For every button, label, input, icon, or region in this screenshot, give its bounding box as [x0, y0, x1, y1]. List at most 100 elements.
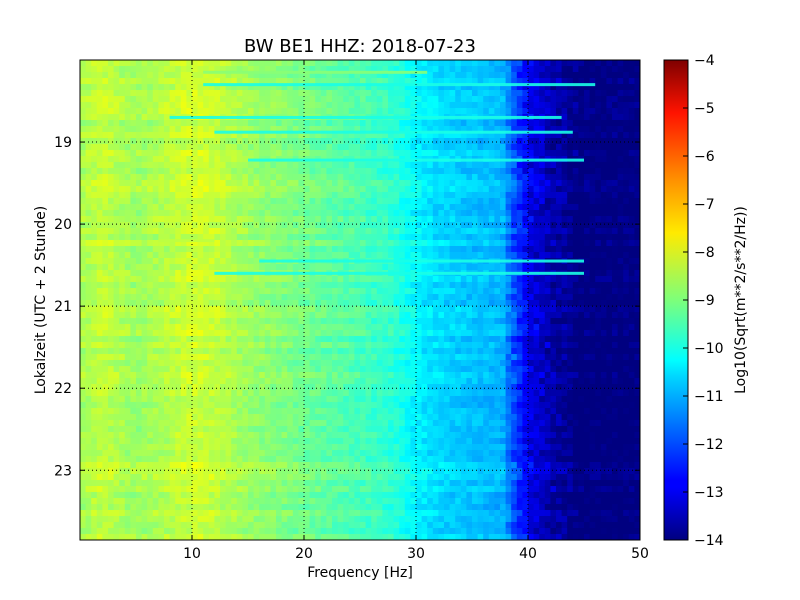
heatmap-cell: [242, 228, 249, 235]
heatmap-cell: [634, 210, 640, 217]
heatmap-cell: [612, 84, 619, 91]
heatmap-cell: [494, 342, 501, 349]
heatmap-cell: [522, 192, 529, 199]
heatmap-cell: [628, 336, 635, 343]
heatmap-cell: [264, 324, 271, 331]
heatmap-cell: [164, 192, 171, 199]
heatmap-cell: [91, 288, 98, 295]
heatmap-cell: [315, 174, 322, 181]
heatmap-cell: [449, 72, 456, 79]
heatmap-cell: [617, 234, 624, 241]
heatmap-cell: [477, 246, 484, 253]
heatmap-cell: [270, 108, 277, 115]
heatmap-cell: [365, 174, 372, 181]
heatmap-cell: [164, 300, 171, 307]
heatmap-cell: [382, 204, 389, 211]
heatmap-cell: [102, 66, 109, 73]
heatmap-cell: [617, 66, 624, 73]
heatmap-cell: [544, 126, 551, 133]
heatmap-cell: [427, 348, 434, 355]
heatmap-cell: [460, 294, 467, 301]
heatmap-cell: [192, 222, 199, 229]
heatmap-cell: [343, 120, 350, 127]
heatmap-cell: [315, 222, 322, 229]
heatmap-cell: [522, 336, 529, 343]
heatmap-cell: [376, 144, 383, 151]
heatmap-cell: [483, 294, 490, 301]
heatmap-cell: [113, 90, 120, 97]
heatmap-cell: [208, 270, 215, 277]
heatmap-cell: [533, 84, 540, 91]
heatmap-cell: [147, 84, 154, 91]
heatmap-cell: [158, 222, 165, 229]
heatmap-cell: [606, 108, 613, 115]
heatmap-cell: [365, 84, 372, 91]
heatmap-cell: [108, 114, 115, 121]
heatmap-cell: [427, 84, 434, 91]
heatmap-cell: [393, 306, 400, 313]
heatmap-cell: [365, 102, 372, 109]
heatmap-cell: [253, 108, 260, 115]
heatmap-cell: [561, 264, 568, 271]
heatmap-cell: [371, 60, 378, 67]
heatmap-cell: [124, 114, 131, 121]
heatmap-cell: [416, 66, 423, 73]
heatmap-cell: [516, 138, 523, 145]
heatmap-cell: [298, 96, 305, 103]
heatmap-cell: [220, 336, 227, 343]
heatmap-cell: [113, 102, 120, 109]
heatmap-cell: [494, 318, 501, 325]
heatmap-cell: [376, 120, 383, 127]
heatmap-cell: [85, 258, 92, 265]
heatmap-cell: [208, 102, 215, 109]
heatmap-cell: [449, 240, 456, 247]
heatmap-cell: [287, 324, 294, 331]
heatmap-cell: [483, 234, 490, 241]
heatmap-cell: [550, 294, 557, 301]
heatmap-cell: [460, 210, 467, 217]
heatmap-cell: [393, 204, 400, 211]
heatmap-cell: [147, 66, 154, 73]
heatmap-cell: [264, 276, 271, 283]
heatmap-cell: [623, 264, 630, 271]
heatmap-cell: [332, 228, 339, 235]
heatmap-cell: [561, 174, 568, 181]
heatmap-cell: [500, 276, 507, 283]
heatmap-cell: [511, 294, 518, 301]
heatmap-cell: [96, 258, 103, 265]
heatmap-cell: [488, 180, 495, 187]
heatmap-cell: [231, 66, 238, 73]
heatmap-cell: [337, 90, 344, 97]
heatmap-cell: [595, 204, 602, 211]
heatmap-cell: [203, 150, 210, 157]
heatmap-cell: [522, 126, 529, 133]
heatmap-cell: [337, 312, 344, 319]
heatmap-cell: [225, 204, 232, 211]
heatmap-cell: [589, 126, 596, 133]
heatmap-cell: [617, 144, 624, 151]
heatmap-cell: [589, 336, 596, 343]
heatmap-cell: [572, 144, 579, 151]
heatmap-cell: [460, 264, 467, 271]
heatmap-cell: [371, 174, 378, 181]
heatmap-cell: [556, 294, 563, 301]
heatmap-cell: [634, 102, 640, 109]
heatmap-cell: [287, 216, 294, 223]
heatmap-cell: [119, 210, 126, 217]
heatmap-cell: [494, 138, 501, 145]
heatmap-cell: [152, 324, 159, 331]
heatmap-cell: [203, 234, 210, 241]
heatmap-cell: [96, 84, 103, 91]
heatmap-cell: [164, 228, 171, 235]
heatmap-cell: [326, 96, 333, 103]
heatmap-cell: [444, 186, 451, 193]
heatmap-cell: [427, 228, 434, 235]
heatmap-cell: [444, 162, 451, 169]
heatmap-cell: [158, 150, 165, 157]
heatmap-cell: [130, 60, 137, 67]
heatmap-cell: [572, 342, 579, 349]
heatmap-cell: [404, 342, 411, 349]
heatmap-cell: [332, 336, 339, 343]
heatmap-cell: [360, 318, 367, 325]
heatmap-cell: [561, 234, 568, 241]
